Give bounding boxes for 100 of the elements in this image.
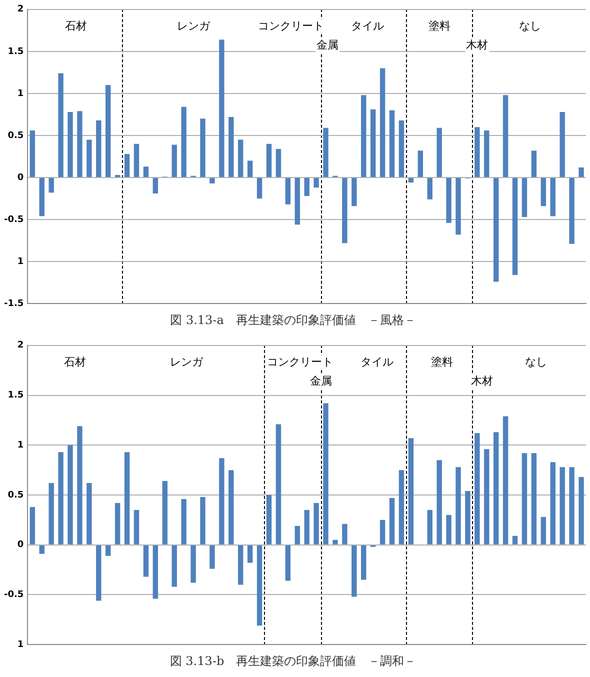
- bar: [569, 467, 574, 544]
- bar: [323, 403, 328, 544]
- bar: [247, 160, 253, 178]
- bar: [172, 144, 177, 178]
- bar: [152, 545, 158, 599]
- bar: [134, 510, 140, 544]
- bar: [389, 498, 395, 544]
- bar: [522, 178, 528, 218]
- bar: [276, 424, 282, 544]
- bar: [427, 510, 432, 544]
- bar: [398, 120, 404, 178]
- bar: [294, 526, 300, 544]
- bar: [247, 545, 253, 563]
- bar: [540, 178, 546, 206]
- bar: [380, 68, 386, 178]
- y-tick-label: 1: [17, 256, 24, 267]
- bar: [294, 178, 300, 225]
- y-tick-label: 2: [17, 340, 24, 351]
- bar: [474, 433, 480, 544]
- y-tick-label: 0: [17, 172, 24, 183]
- bar: [314, 178, 319, 188]
- bar: [77, 111, 82, 178]
- bar: [380, 520, 386, 544]
- bar: [210, 545, 215, 569]
- bar: [342, 178, 348, 244]
- bar: [39, 545, 44, 554]
- bar: [30, 130, 36, 178]
- bar: [456, 467, 461, 544]
- bar: [124, 452, 130, 544]
- bar: [540, 516, 546, 544]
- bar: [266, 495, 272, 544]
- annotation: コンクリート: [267, 355, 334, 368]
- bar: [512, 178, 518, 276]
- bar: [550, 462, 556, 544]
- bar: [266, 144, 272, 178]
- annotation: 金属: [316, 38, 339, 52]
- y-tick-label: 2: [17, 4, 24, 15]
- bar: [408, 438, 414, 544]
- bar: [361, 95, 366, 178]
- bar: [181, 106, 186, 178]
- annotation: 塗料: [428, 19, 450, 32]
- bar: [86, 140, 92, 178]
- bar: [219, 40, 224, 178]
- y-tick-label: -0.5: [4, 214, 24, 225]
- bar: [361, 545, 366, 580]
- bar: [48, 178, 54, 193]
- bar: [77, 426, 82, 544]
- bar: [276, 148, 282, 178]
- bar: [550, 178, 556, 216]
- y-tick-label: 1: [17, 440, 24, 450]
- annotation: レンガ: [176, 19, 211, 32]
- bar: [219, 458, 224, 544]
- bar: [465, 491, 470, 544]
- bar: [106, 85, 111, 178]
- bar: [114, 174, 120, 178]
- bar: [48, 483, 54, 544]
- annotation: なし: [524, 355, 547, 368]
- bar: [456, 178, 461, 235]
- bar: [494, 178, 499, 282]
- bar: [238, 140, 244, 178]
- bar: [352, 545, 357, 597]
- y-tick-label: -1.5: [4, 298, 24, 309]
- bar: [560, 112, 565, 178]
- bar: [436, 128, 442, 178]
- bar: [446, 514, 452, 544]
- bar: [389, 110, 395, 178]
- bar: [210, 178, 215, 184]
- annotation: 木材: [470, 374, 493, 388]
- annotation: なし: [519, 19, 542, 32]
- bar: [68, 112, 73, 178]
- y-tick-label: 1: [17, 88, 24, 99]
- bar: [228, 116, 234, 178]
- bar: [560, 467, 565, 544]
- bar: [200, 496, 206, 544]
- bar: [446, 178, 452, 223]
- bar: [228, 470, 234, 544]
- bar: [96, 120, 102, 178]
- bar: [58, 73, 64, 178]
- bar: [304, 510, 310, 544]
- bar: [200, 118, 206, 178]
- bar: [352, 178, 357, 206]
- bar: [502, 95, 508, 178]
- bar: [143, 545, 149, 577]
- bar: [531, 453, 537, 544]
- annotation: タイル: [360, 355, 394, 368]
- annotation: 木材: [466, 38, 488, 52]
- bar: [181, 498, 186, 544]
- annotation: 金属: [310, 374, 332, 388]
- bar: [190, 545, 196, 583]
- bar: [172, 545, 177, 587]
- bar: [285, 178, 291, 204]
- bar: [314, 502, 319, 544]
- bar: [134, 144, 140, 178]
- text: 図 3.13-b 再生建築の印象評価値 －調和－: [170, 654, 416, 668]
- bar: [323, 128, 328, 178]
- y-tick-label: 1.5: [8, 390, 24, 401]
- bar: [256, 545, 262, 626]
- bar: [484, 130, 490, 178]
- bar: [436, 460, 442, 544]
- bar: [418, 150, 423, 178]
